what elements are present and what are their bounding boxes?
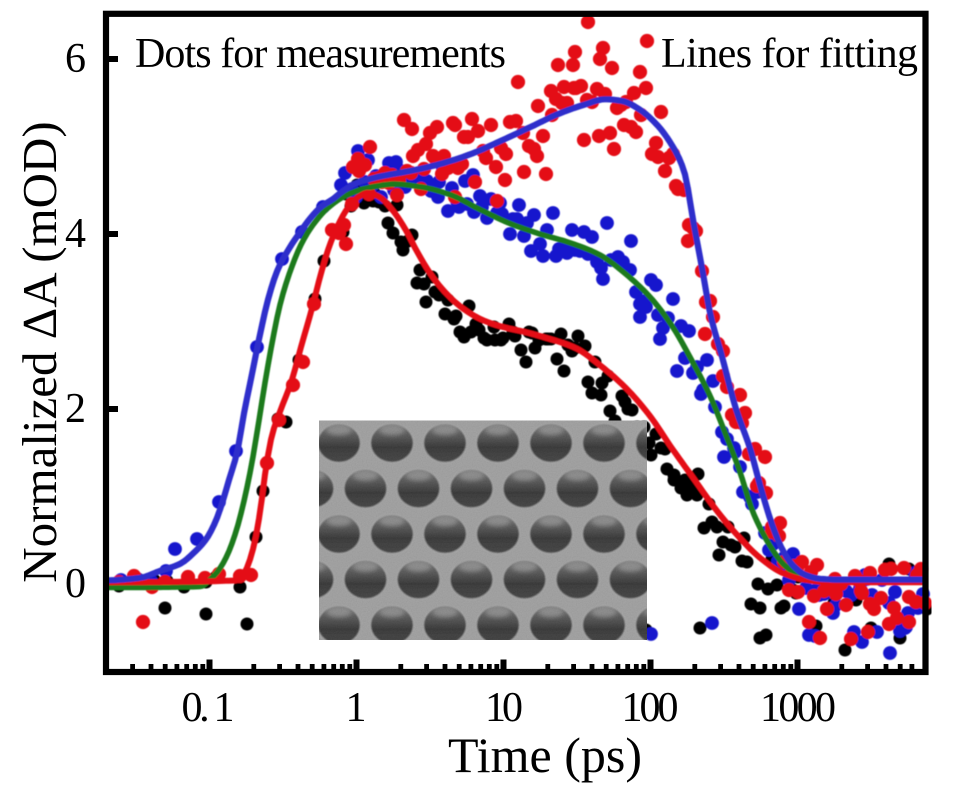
svg-text:2: 2 (65, 386, 86, 432)
svg-text:100: 100 (622, 685, 679, 731)
svg-text:Normalized ΔA (mOD): Normalized ΔA (mOD) (12, 121, 67, 583)
svg-text:0: 0 (65, 561, 86, 607)
svg-text:10: 10 (485, 685, 523, 731)
svg-text:1: 1 (346, 685, 367, 731)
svg-text:1000: 1000 (760, 685, 836, 731)
svg-text:6: 6 (65, 36, 86, 82)
svg-text:Time (ps): Time (ps) (448, 727, 642, 783)
svg-text:Dots for measurements: Dots for measurements (135, 31, 506, 77)
svg-text:4: 4 (65, 211, 86, 257)
svg-text:Lines for fitting: Lines for fitting (661, 31, 918, 77)
svg-text:0. 1: 0. 1 (182, 685, 235, 731)
